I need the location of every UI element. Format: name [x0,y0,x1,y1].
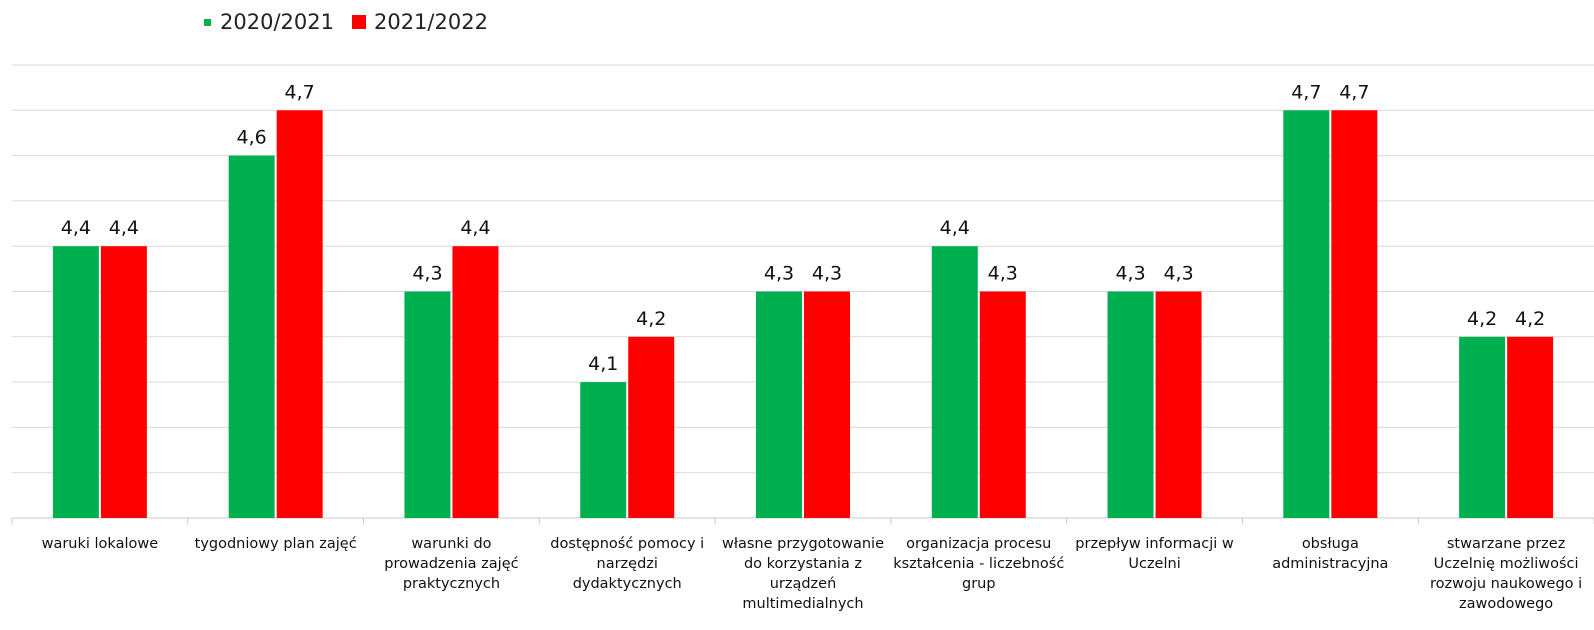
data-label: 4,1 [588,353,618,375]
data-label: 4,4 [109,217,139,239]
legend-label: 2020/2021 [220,10,334,34]
x-tick-label-line: dostępność pomocy i [550,536,705,552]
x-tick-label-line: do korzystania z [743,556,863,572]
bar [628,336,675,518]
x-tick-label-line: warunki do [411,536,492,552]
x-tick-label: obsługa administracyjna [1244,534,1416,574]
x-tick-label-line: grup [961,576,996,592]
x-tick-label-line: zawodowego [1459,596,1554,612]
x-tick-label-line: tygodniowy plan zajęć [194,536,357,552]
bar [404,291,451,518]
x-tick-label: tygodniowy plan zajęć [190,534,362,554]
bar [276,110,323,519]
data-label: 4,3 [1163,263,1193,285]
bar [452,246,499,518]
legend-swatch-green [204,18,211,26]
data-label: 4,7 [1339,81,1369,103]
x-tick-label-line: administracyjna [1272,556,1389,572]
x-tick-label-line: kształcenia - liczebność [893,556,1065,572]
data-label: 4,3 [988,263,1018,285]
bar [52,246,99,518]
bar [1507,336,1554,518]
x-tick-label: waruki lokalowe [14,534,186,554]
data-label: 4,7 [1291,81,1321,103]
legend-item-2021-2022: 2021/2022 [351,10,488,34]
x-tick-label-line: stwarzane przez [1446,536,1566,552]
data-label: 4,3 [1115,263,1145,285]
x-tick-label: organizacja procesu kształcenia - liczebn… [893,534,1065,594]
x-tick-label: stwarzane przez Uczelnię możliwości rozwoj… [1420,534,1592,614]
data-label: 4,3 [764,263,794,285]
legend: 2020/2021 2021/2022 [204,10,506,34]
data-label: 4,3 [412,263,442,285]
x-tick-label-line: przepływ informacji w [1075,536,1234,552]
data-label: 4,3 [812,263,842,285]
bar [1107,291,1154,518]
x-tick-label: dostępność pomocy i narzędzi dydaktycznych [541,534,713,594]
bar [1331,110,1378,519]
bar [1155,291,1202,518]
x-tick-label-line: urządzeń [769,576,837,592]
x-tick-label-line: waruki lokalowe [41,536,159,552]
x-tick-label-line: praktycznych [402,576,501,592]
legend-item-2020-2021: 2020/2021 [204,10,334,34]
bar [804,291,850,518]
x-tick-label-line: Uczelni [1128,556,1181,572]
data-label: 4,6 [237,127,267,149]
x-tick-label-line: własne przygotowanie [721,536,884,552]
bar [580,382,627,518]
x-tick-label-line: organizacja procesu [906,536,1052,552]
data-label: 4,2 [1467,308,1497,330]
bar [756,291,802,518]
x-tick-label-line: multimedialnych [742,596,864,612]
data-label: 4,4 [940,217,970,239]
x-tick-label: warunki do prowadzenia zajęć praktycznych [365,534,537,594]
bar [931,246,978,518]
data-label: 4,7 [285,81,315,103]
x-tick-label-line: Uczelnię możliwości [1433,556,1579,572]
bar [100,246,147,518]
legend-label: 2021/2022 [373,10,488,34]
bar [1283,110,1330,519]
x-tick-label-line: rozwoju naukowego i [1430,576,1583,592]
x-tick-label-line: narzędzi [596,556,658,572]
bar [979,291,1026,518]
x-tick-label-line: dydaktycznych [572,576,682,592]
data-label: 4,4 [61,217,91,239]
x-tick-label: przepływ informacji w Uczelni [1069,534,1241,574]
x-tick-label: własne przygotowanie do korzystania z urzą… [717,534,889,614]
bar [228,155,275,518]
data-label: 4,2 [1515,308,1545,330]
data-label: 4,2 [636,308,666,330]
legend-swatch-red [351,15,366,29]
bar [1459,336,1506,518]
x-tick-label-line: obsługa [1301,536,1359,552]
data-label: 4,4 [460,217,490,239]
x-tick-label-line: prowadzenia zajęć [384,556,519,572]
